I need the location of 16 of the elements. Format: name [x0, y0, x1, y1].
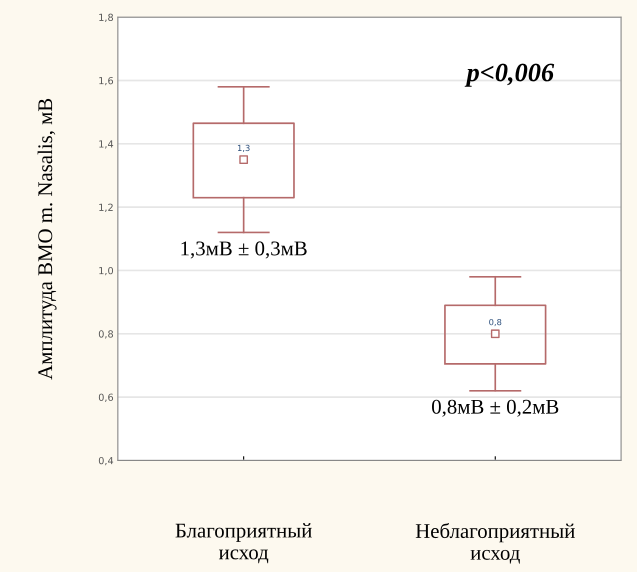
- y-tick-label: 0,6: [98, 394, 114, 402]
- annotation: 0,8мВ ± 0,2мВ: [432, 400, 558, 417]
- y-tick-label: 1,8: [99, 14, 114, 22]
- y-axis-title: Амплитуда ВМО m. Nasalis, мВ: [38, 98, 57, 380]
- y-tick-label: 1,2: [99, 204, 113, 212]
- y-tick-label: 1,6: [99, 76, 114, 86]
- annotation: p<0,006: [464, 64, 554, 87]
- y-tick-label: 0,4: [98, 456, 114, 466]
- y-tick-label: 1,0: [99, 266, 114, 276]
- annotation: 1,3мВ ± 0,3мВ: [181, 241, 307, 258]
- y-tick-label: 1,4: [99, 140, 114, 149]
- x-tick-label: Неблагоприятный исход: [416, 522, 575, 564]
- x-tick-label: Благоприятный исход: [176, 523, 312, 564]
- text: 1,3: [238, 144, 250, 152]
- text: 0,8: [489, 318, 502, 326]
- y-tick-label: 0,8: [98, 330, 114, 339]
